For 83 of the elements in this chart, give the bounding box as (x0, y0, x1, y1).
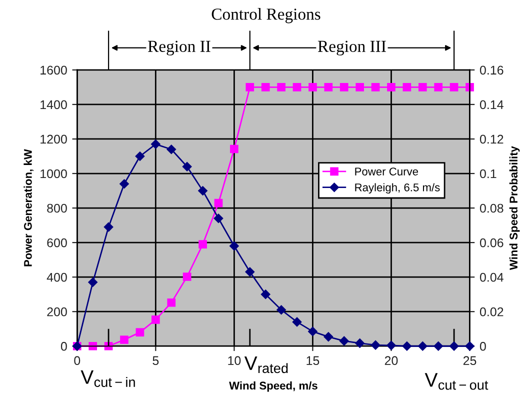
point (418, 83, 427, 92)
point (245, 267, 255, 277)
point (198, 186, 208, 196)
point (104, 222, 114, 232)
point (418, 342, 428, 351)
y2-axis-title: Wind Speed Probability (509, 146, 520, 270)
y-tick-label: 800 (47, 204, 67, 213)
ref-line-label: V$_{rated}$ (244, 356, 288, 374)
x-tick-label: 15 (306, 356, 320, 366)
y-tick-label: 0 (60, 342, 67, 351)
point (230, 144, 238, 154)
point (276, 305, 286, 314)
y-tick-label: 600 (47, 238, 67, 248)
ref-line-label: V$_{cut−in}$ (80, 370, 135, 387)
text: Region II (148, 40, 210, 56)
y2-tick-label: 0.1 (480, 169, 496, 178)
point (450, 83, 458, 92)
x-axis-title: Wind Speed, m/s (229, 381, 318, 392)
point (151, 140, 160, 149)
point (402, 342, 412, 351)
point (339, 336, 349, 346)
y2-tick-label: 0.14 (480, 100, 504, 110)
y-axis-title: Power Generation, kW (24, 149, 34, 266)
text: Region III (318, 40, 386, 56)
point (387, 83, 396, 92)
legend-label: Rayleigh, 6.5 m/s (355, 183, 440, 194)
y-tick-label: 1200 (40, 134, 67, 144)
point (166, 144, 176, 154)
point (151, 316, 160, 324)
point (292, 317, 302, 327)
point (182, 272, 192, 281)
y2-tick-label: 0.06 (480, 238, 504, 248)
point (402, 83, 412, 92)
point (182, 162, 192, 172)
x-tick-label: 20 (384, 356, 398, 366)
point (386, 340, 396, 350)
ref-line-label: V$_{cut−out}$ (424, 373, 488, 390)
point (434, 342, 443, 351)
point (356, 83, 364, 92)
x-tick-label: 25 (463, 356, 476, 366)
point (308, 326, 318, 336)
x-tick-label: 5 (152, 356, 159, 366)
y2-tick-label: 0.08 (480, 204, 504, 213)
y-tick-label: 1600 (40, 66, 67, 75)
point (120, 179, 129, 188)
point (198, 240, 207, 248)
point (355, 338, 364, 348)
y2-tick-label: 0 (480, 342, 486, 351)
point (449, 342, 459, 351)
point (88, 342, 98, 350)
point (371, 83, 380, 92)
point (214, 214, 224, 224)
point (434, 83, 443, 92)
y-tick-label: 1000 (40, 169, 67, 178)
point (167, 298, 176, 307)
point (246, 83, 254, 92)
point (277, 83, 286, 92)
legend-label: Power Curve (355, 168, 418, 176)
y2-tick-label: 0.16 (480, 66, 504, 75)
point (340, 83, 348, 92)
point (260, 290, 270, 299)
point (230, 241, 239, 251)
y-tick-label: 400 (46, 272, 67, 282)
point (136, 328, 144, 336)
point (370, 340, 380, 350)
point (308, 83, 317, 92)
chart-title: Control Regions (212, 8, 320, 24)
point (292, 83, 302, 92)
point (135, 152, 145, 161)
x-tick-label: 10 (228, 356, 241, 366)
point (261, 83, 270, 92)
y2-tick-label: 0.12 (480, 134, 504, 144)
point (120, 336, 128, 344)
x-tick-label: 0 (74, 356, 80, 366)
y2-tick-label: 0.02 (480, 307, 504, 316)
y-tick-label: 200 (47, 307, 67, 316)
point (88, 278, 98, 287)
point (324, 332, 334, 342)
point (465, 342, 474, 351)
y2-tick-label: 0.04 (480, 272, 504, 282)
y-tick-label: 1400 (40, 100, 67, 110)
point (324, 83, 333, 92)
point (214, 198, 223, 208)
